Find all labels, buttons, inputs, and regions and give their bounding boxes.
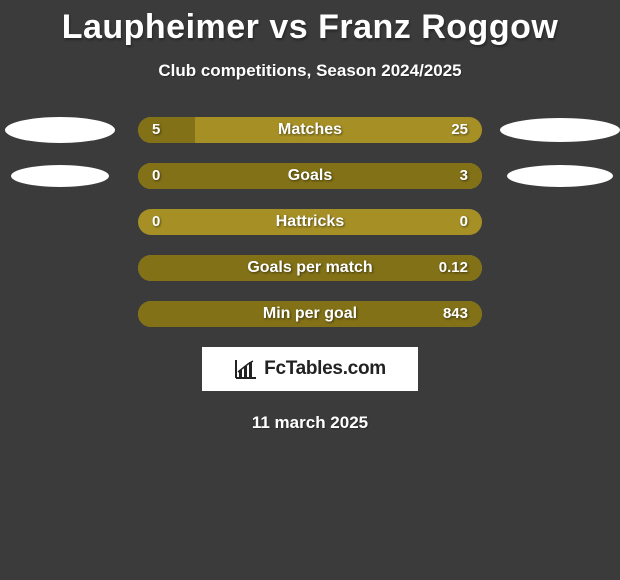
right-ellipse (500, 118, 620, 142)
stat-bar: 5Matches25 (138, 117, 482, 143)
left-ellipse (11, 165, 109, 187)
right-value: 843 (443, 301, 468, 327)
comparison-row: Goals per match0.12 (0, 255, 620, 281)
bar-label: Goals (138, 163, 482, 189)
page-title: Laupheimer vs Franz Roggow (0, 0, 620, 47)
bar-label: Hattricks (138, 209, 482, 235)
right-side (500, 118, 620, 142)
stat-bar: 0Hattricks0 (138, 209, 482, 235)
right-value: 0 (460, 209, 468, 235)
right-ellipse (507, 165, 613, 187)
subtitle: Club competitions, Season 2024/2025 (0, 61, 620, 81)
stat-bar: 0Goals3 (138, 163, 482, 189)
comparison-row: Min per goal843 (0, 301, 620, 327)
bar-label: Matches (138, 117, 482, 143)
right-value: 0.12 (439, 255, 468, 281)
stat-bar: Goals per match0.12 (138, 255, 482, 281)
left-ellipse (5, 117, 115, 143)
comparison-row: 5Matches25 (0, 117, 620, 143)
barchart-icon (234, 358, 258, 380)
stat-bar: Min per goal843 (138, 301, 482, 327)
logo-box: FcTables.com (202, 347, 418, 391)
right-side (500, 165, 620, 187)
logo-text: FcTables.com (264, 358, 386, 380)
right-value: 3 (460, 163, 468, 189)
left-side (0, 117, 120, 143)
bar-label: Goals per match (138, 255, 482, 281)
left-side (0, 165, 120, 187)
bar-label: Min per goal (138, 301, 482, 327)
comparison-row: 0Goals3 (0, 163, 620, 189)
date-text: 11 march 2025 (0, 413, 620, 433)
comparison-row: 0Hattricks0 (0, 209, 620, 235)
comparison-rows: 5Matches250Goals30Hattricks0Goals per ma… (0, 117, 620, 327)
right-value: 25 (451, 117, 468, 143)
